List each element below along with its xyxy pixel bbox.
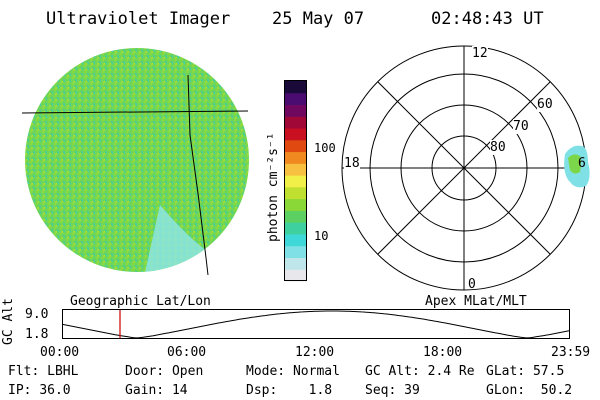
mlat-70-label: 70 (513, 119, 529, 134)
geographic-caption: Geographic Lat/Lon (70, 294, 211, 309)
info-glon: GLon: 50.2 (486, 383, 573, 398)
colorbar-unit-label: photon cm⁻²s⁻¹ (266, 132, 281, 242)
timeline-x-18: 18:00 (423, 345, 463, 360)
colorbar-segment (285, 139, 307, 153)
colorbar-segment (285, 233, 307, 247)
colorbar (284, 80, 307, 282)
colorbar-segment (285, 81, 307, 94)
mlt-18-label: 18 (344, 156, 360, 171)
timeline-ybottom: 1.8 (25, 327, 49, 342)
colorbar-segment (285, 104, 307, 117)
longitude-line (187, 74, 209, 276)
colorbar-segment (285, 151, 307, 164)
colorbar-segment (285, 186, 307, 200)
colorbar-segment (285, 116, 307, 129)
colorbar-segment (285, 198, 307, 211)
timeline-x-06: 06:00 (167, 345, 207, 360)
colorbar-segment (285, 245, 307, 258)
mlt-12-label: 12 (472, 46, 488, 61)
polar-plot (341, 45, 590, 291)
info-door: Door: Open (125, 364, 204, 379)
mlat-60-label: 60 (537, 97, 553, 112)
info-mode: Mode: Normal (246, 364, 340, 379)
colorbar-segment (285, 269, 307, 282)
geographic-image (21, 48, 249, 276)
orbit-timeline (62, 309, 570, 339)
colorbar-segment (285, 175, 307, 188)
timeline-x-12: 12:00 (295, 345, 335, 360)
info-gc-alt: GC Alt: 2.4 Re (365, 364, 475, 379)
latitude-line (21, 110, 249, 114)
observation-date: 25 May 07 (272, 9, 365, 29)
colorbar-tick-10: 10 (314, 229, 329, 243)
info-seq: Seq: 39 (365, 383, 420, 398)
altitude-curve (62, 310, 570, 339)
observation-time: 02:48:43 UT (431, 9, 544, 29)
info-glat: GLat: 57.5 (486, 364, 565, 379)
colorbar-segment (285, 257, 307, 270)
info-dsp: Dsp: 1.8 (246, 383, 333, 398)
colorbar-segment (285, 128, 307, 141)
info-gain: Gain: 14 (125, 383, 188, 398)
colorbar-segment (285, 210, 307, 223)
mlt-0-label: 0 (468, 277, 476, 292)
timeline-x-00: 00:00 (40, 345, 80, 360)
colorbar-segment (285, 163, 307, 176)
apex-caption: Apex MLat/MLT (425, 294, 527, 309)
timeline-ylabel: GC Alt (1, 298, 16, 345)
colorbar-segment (285, 92, 307, 106)
timeline-x-2359: 23:59 (551, 345, 591, 360)
globe-disk (25, 48, 249, 272)
instrument-title: Ultraviolet Imager (46, 9, 231, 29)
mlat-80-label: 80 (490, 140, 506, 155)
mlt-6-label: 6 (578, 156, 586, 171)
info-ip: IP: 36.0 (8, 383, 71, 398)
colorbar-segment (285, 222, 307, 235)
colorbar-tick-100: 100 (314, 141, 336, 155)
timeline-ytop: 9.0 (25, 307, 49, 322)
info-flt: Flt: LBHL (8, 364, 79, 379)
